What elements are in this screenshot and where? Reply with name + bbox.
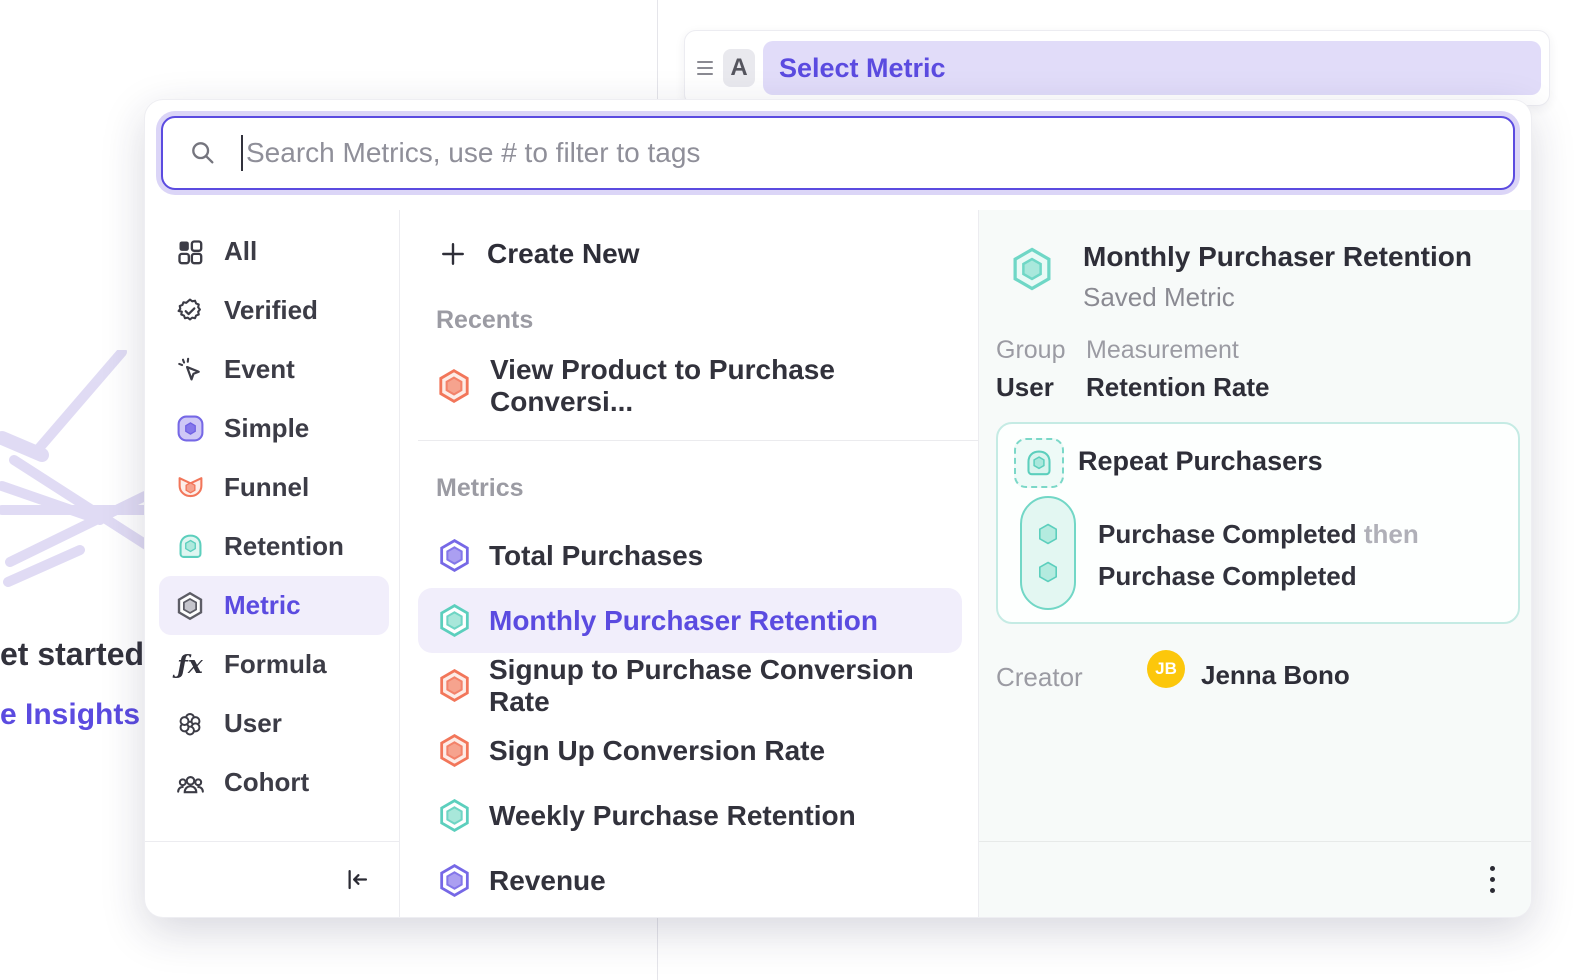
definition-title: Repeat Purchasers	[1078, 446, 1323, 477]
creator-name: Jenna Bono	[1201, 660, 1350, 691]
metric-row-label: Total Purchases	[489, 540, 703, 572]
section-divider	[418, 440, 978, 441]
sidebar-item-label: Cohort	[224, 767, 309, 798]
user-cluster-icon	[175, 709, 205, 739]
text-cursor	[241, 135, 243, 171]
measurement-field: Measurement Retention Rate	[1086, 336, 1269, 403]
event-sequence-capsule	[1020, 496, 1076, 610]
then-connector: then	[1364, 519, 1419, 549]
series-a-badge: A	[723, 49, 755, 87]
detail-subtitle: Saved Metric	[1083, 282, 1235, 313]
search-input[interactable]	[246, 137, 1513, 169]
search-icon	[189, 139, 217, 167]
sidebar-item-label: All	[224, 236, 257, 267]
event-hexagon-icon	[1036, 522, 1060, 546]
sidebar-item-label: Retention	[224, 531, 344, 562]
event-cursor-icon	[175, 355, 205, 385]
detail-title: Monthly Purchaser Retention	[1083, 241, 1472, 273]
collapse-sidebar-icon[interactable]	[344, 866, 371, 893]
more-options-icon[interactable]	[1490, 866, 1495, 893]
measurement-label: Measurement	[1086, 336, 1269, 365]
definition-card: Repeat Purchasers Purchase Completed the…	[996, 422, 1520, 624]
group-field: Group User	[996, 336, 1086, 403]
funnel-metric-icon	[175, 473, 205, 503]
saved-metric-hexagon-icon	[1009, 246, 1055, 297]
purple-hexagon-icon	[436, 538, 472, 574]
metric-row-monthly-purchaser-retention[interactable]: Monthly Purchaser Retention	[418, 588, 962, 653]
verified-badge-icon	[175, 296, 205, 326]
metric-detail-panel: Monthly Purchaser Retention Saved Metric…	[978, 210, 1531, 917]
definition-step-2: Purchase Completed	[1098, 561, 1357, 592]
creator-avatar: JB	[1147, 650, 1185, 688]
metric-row-label: Weekly Purchase Retention	[489, 800, 856, 832]
sidebar-item-label: Funnel	[224, 472, 309, 503]
metric-row-revenue[interactable]: Revenue	[418, 848, 962, 913]
sidebar-footer	[145, 841, 399, 917]
metric-row-weekly-purchase-retention[interactable]: Weekly Purchase Retention	[418, 783, 962, 848]
detail-footer	[979, 841, 1531, 917]
teal-hexagon-icon	[436, 603, 472, 639]
sidebar-item-user[interactable]: User	[159, 694, 389, 753]
cohort-icon	[175, 768, 205, 798]
sidebar-item-event[interactable]: Event	[159, 340, 389, 399]
sidebar-item-funnel[interactable]: Funnel	[159, 458, 389, 517]
retention-definition-icon	[1014, 438, 1064, 488]
sidebar-item-cohort[interactable]: Cohort	[159, 753, 389, 812]
sidebar-item-formula[interactable]: ƒx Formula	[159, 635, 389, 694]
metric-row-total-purchases[interactable]: Total Purchases	[418, 523, 962, 588]
drag-handle-icon[interactable]	[697, 61, 713, 75]
sidebar-item-label: Event	[224, 354, 295, 385]
background-chart-lines	[0, 350, 160, 600]
group-value: User	[996, 372, 1086, 403]
plus-icon	[440, 241, 466, 267]
create-new-button[interactable]: Create New	[400, 226, 978, 282]
recent-metric-item[interactable]: View Product to Purchase Conversi...	[400, 353, 978, 419]
sidebar-item-metric[interactable]: Metric	[159, 576, 389, 635]
metric-row-label: Revenue	[489, 865, 606, 897]
metric-search-box[interactable]	[161, 116, 1515, 190]
retention-metric-icon	[175, 532, 205, 562]
metric-hexagon-icon	[175, 591, 205, 621]
metric-list-column: Create New Recents View Product to Purch…	[400, 210, 978, 917]
metrics-section-label: Metrics	[436, 474, 978, 503]
group-label: Group	[996, 336, 1086, 365]
event-hexagon-icon	[1036, 560, 1060, 584]
funnel-hexagon-icon	[436, 368, 472, 404]
page-background: et started. e Insights Re A Select Metri…	[0, 0, 1576, 980]
sidebar-item-verified[interactable]: Verified	[159, 281, 389, 340]
sidebar-item-label: Metric	[224, 590, 301, 621]
sidebar-item-label: User	[224, 708, 282, 739]
teal-hexagon-icon	[436, 798, 472, 834]
background-headline-fragment: et started.	[0, 636, 153, 673]
formula-icon: ƒx	[175, 650, 205, 680]
metric-row-label: Monthly Purchaser Retention	[489, 605, 878, 637]
simple-metric-icon	[175, 414, 205, 444]
grid-icon	[175, 237, 205, 267]
creator-label: Creator	[996, 662, 1083, 693]
coral-hexagon-icon	[436, 733, 472, 769]
definition-step-1: Purchase Completed then	[1098, 519, 1419, 550]
metric-picker-modal: All Verified	[145, 100, 1531, 917]
measurement-value: Retention Rate	[1086, 372, 1269, 403]
metric-type-sidebar: All Verified	[145, 210, 400, 917]
sidebar-item-retention[interactable]: Retention	[159, 517, 389, 576]
recent-metric-label: View Product to Purchase Conversi...	[490, 354, 978, 418]
sidebar-item-label: Verified	[224, 295, 318, 326]
metric-row-label: Signup to Purchase Conversion Rate	[489, 654, 962, 718]
detail-fields: Group User Measurement Retention Rate	[996, 336, 1269, 403]
sidebar-item-all[interactable]: All	[159, 222, 389, 281]
metric-row-signup-to-purchase-conversion-rate[interactable]: Signup to Purchase Conversion Rate	[418, 653, 962, 718]
select-metric-button[interactable]: Select Metric	[763, 41, 1541, 95]
select-metric-bar: A Select Metric	[684, 30, 1550, 106]
sidebar-item-label: Formula	[224, 649, 327, 680]
sidebar-item-simple[interactable]: Simple	[159, 399, 389, 458]
metric-row-sign-up-conversion-rate[interactable]: Sign Up Conversion Rate	[418, 718, 962, 783]
create-new-label: Create New	[487, 238, 640, 270]
coral-hexagon-icon	[436, 668, 472, 704]
sidebar-item-label: Simple	[224, 413, 309, 444]
purple-hexagon-icon	[436, 863, 472, 899]
recents-section-label: Recents	[436, 306, 978, 335]
metric-row-label: Sign Up Conversion Rate	[489, 735, 825, 767]
